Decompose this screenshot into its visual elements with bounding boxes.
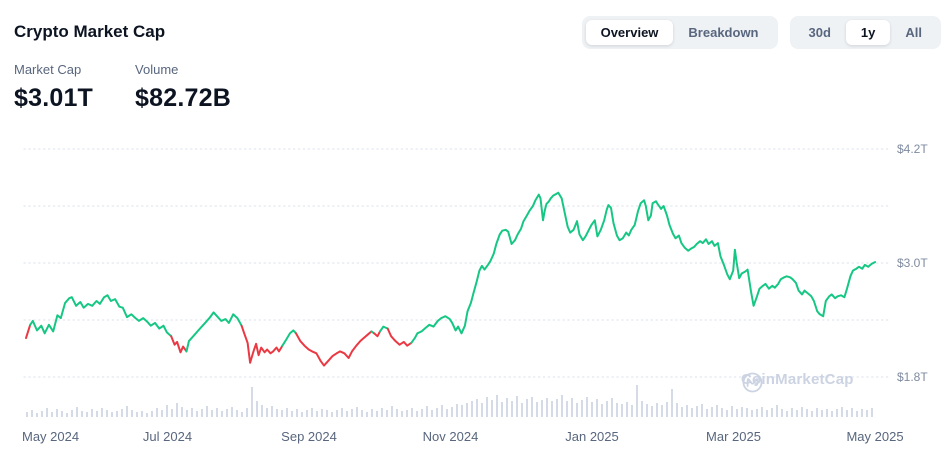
x-axis-label: Jul 2024 xyxy=(142,429,193,444)
market-cap-chart xyxy=(23,148,891,417)
view-tab-group: Overview Breakdown xyxy=(581,16,778,49)
y-axis-label: $4.2T xyxy=(897,142,928,156)
volume-bars-group xyxy=(26,385,873,417)
range-tab-group: 30d 1y All xyxy=(789,16,941,49)
x-axis-label: Jan 2025 xyxy=(565,429,619,444)
x-axis-label: May 2024 xyxy=(22,429,80,444)
x-axis-label: Sep 2024 xyxy=(281,429,337,444)
price-line-group xyxy=(25,191,876,367)
page-title: Crypto Market Cap xyxy=(14,22,166,41)
range-30d[interactable]: 30d xyxy=(794,20,846,45)
watermark-text: CoinMarketCap xyxy=(741,371,854,388)
stat-label: Volume xyxy=(135,62,179,77)
stats-row: Market Cap $3.01T Volume $82.72B xyxy=(14,62,231,113)
chart-canvas[interactable]: $4.2T $3.0T $1.8T May 2024 Jul 2024 Sep 2024 N… xyxy=(0,130,948,472)
stat-label: Market Cap xyxy=(14,62,82,77)
range-1y[interactable]: 1y xyxy=(845,20,891,45)
coinmarketcap-logo-icon xyxy=(742,372,763,393)
stat-volume: Volume $82.72B xyxy=(135,62,231,113)
stat-value: $82.72B xyxy=(135,84,231,112)
watermark: CoinMarketCap xyxy=(741,371,854,393)
x-axis-label: May 2025 xyxy=(846,429,904,444)
chart-controls: Overview Breakdown 30d 1y All xyxy=(581,16,941,49)
stat-value: $3.01T xyxy=(14,84,94,112)
stat-market-cap: Market Cap $3.01T xyxy=(14,62,93,113)
x-axis-label: Nov 2024 xyxy=(422,429,479,444)
tab-breakdown[interactable]: Breakdown xyxy=(673,20,773,45)
x-axis-label: Mar 2025 xyxy=(706,429,761,444)
gridlines-group xyxy=(23,148,891,378)
range-all[interactable]: All xyxy=(890,20,937,45)
y-axis-label: $3.0T xyxy=(897,256,928,270)
tab-overview[interactable]: Overview xyxy=(585,20,674,45)
y-axis-label: $1.8T xyxy=(897,370,928,384)
